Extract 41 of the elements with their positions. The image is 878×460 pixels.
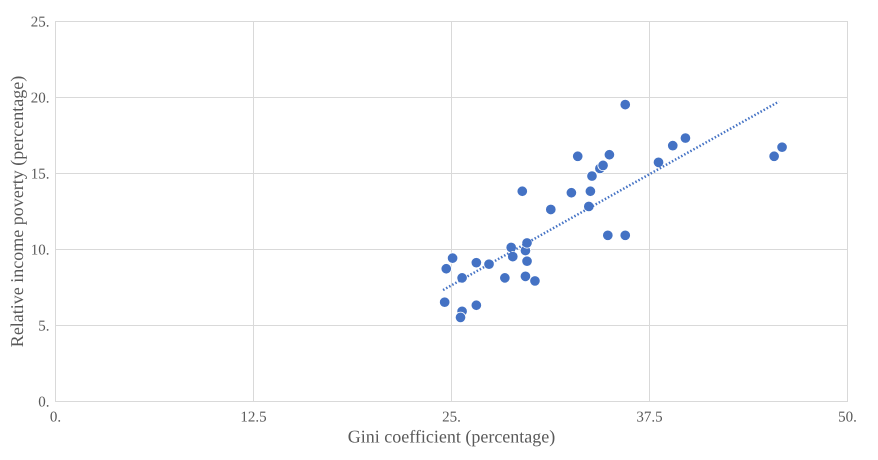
y-tick-label: 0.: [38, 394, 50, 410]
point: [586, 170, 598, 182]
point: [602, 230, 614, 241]
point: [597, 160, 609, 172]
point: [470, 300, 482, 311]
point: [470, 257, 482, 268]
x-tick-label: 25.: [442, 410, 461, 426]
point: [776, 142, 788, 153]
x-tick-label: 12.5: [240, 410, 267, 426]
y-tick-label: 20.: [30, 90, 50, 106]
point: [652, 156, 664, 168]
point: [446, 252, 458, 264]
point: [516, 186, 528, 197]
x-tick-label: 37.5: [636, 410, 663, 426]
x-axis-title: Gini coefficient (percentage): [348, 426, 556, 446]
point: [454, 312, 466, 324]
y-tick-label: 5.: [38, 318, 50, 334]
point: [572, 150, 584, 162]
point: [566, 187, 578, 198]
point: [604, 149, 616, 160]
point: [529, 275, 541, 287]
y-tick-label: 25.: [30, 14, 50, 30]
point: [521, 256, 533, 267]
point: [667, 140, 678, 152]
point: [584, 186, 596, 197]
x-tick-label: 0.: [50, 410, 62, 426]
point: [440, 263, 452, 274]
point: [439, 296, 450, 308]
point: [620, 98, 631, 110]
point: [768, 150, 780, 162]
point: [483, 258, 495, 270]
point: [620, 230, 631, 241]
y-axis-title: Relative income poverty (percentage): [6, 76, 27, 348]
point: [680, 132, 692, 144]
y-tick-label: 15.: [30, 166, 50, 182]
point: [499, 272, 510, 284]
y-tick-label: 10.: [30, 242, 50, 258]
point: [545, 204, 556, 216]
point: [520, 270, 532, 282]
x-tick-label: 50.: [838, 410, 857, 426]
point: [507, 250, 518, 262]
